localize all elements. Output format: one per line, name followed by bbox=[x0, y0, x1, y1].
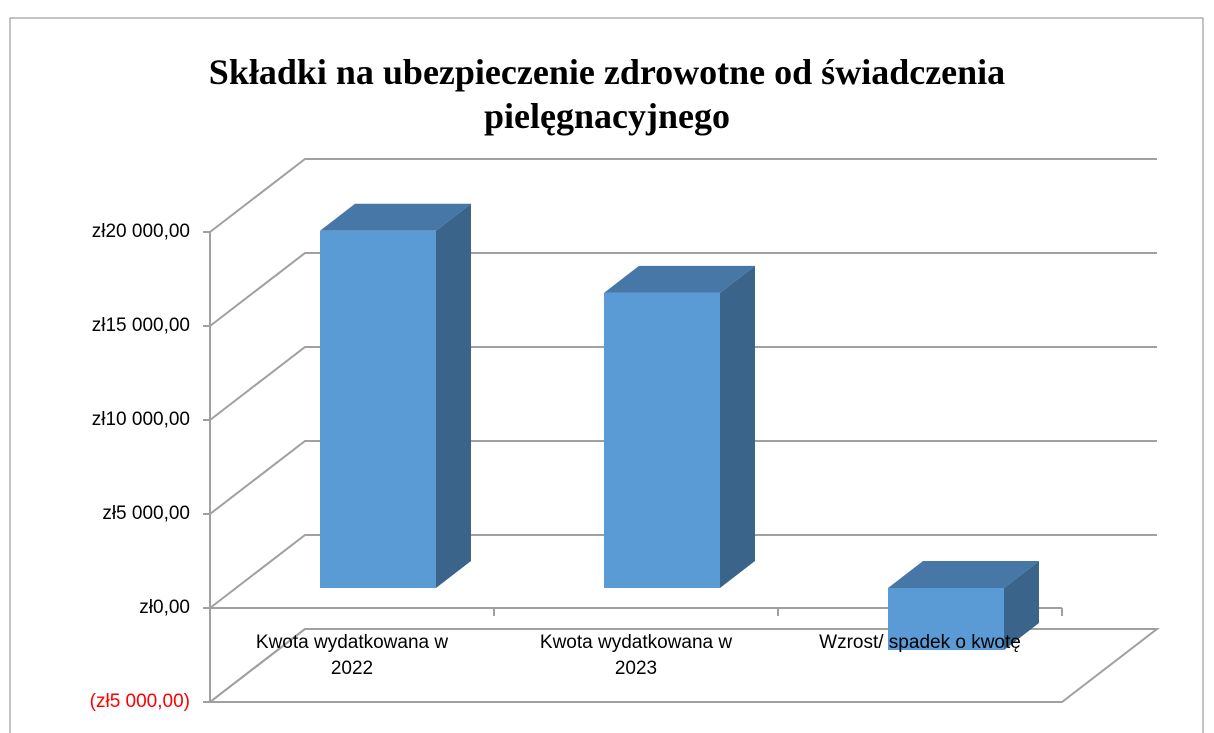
grid-line bbox=[209, 534, 1157, 609]
x-tick-label: Kwota wydatkowana w 2022 bbox=[255, 632, 449, 679]
bar bbox=[604, 292, 720, 588]
bar-top bbox=[320, 203, 471, 231]
grid-line bbox=[209, 628, 1157, 703]
y-tick-label: zł10 000,00 bbox=[92, 409, 190, 430]
y-tick-label: zł0,00 bbox=[139, 597, 190, 618]
bar-side bbox=[720, 265, 755, 588]
bar-top bbox=[888, 561, 1039, 588]
y-tick-label: zł20 000,00 bbox=[92, 221, 190, 242]
bar bbox=[888, 588, 1004, 651]
chart-title: Składki na ubezpieczenie zdrowotne od św… bbox=[208, 52, 1006, 136]
x-tick-label: Kwota wydatkowana w 2023 bbox=[539, 632, 733, 679]
y-tick-label: zł15 000,00 bbox=[92, 315, 190, 336]
chart-border bbox=[9, 17, 1204, 733]
grid-line bbox=[209, 252, 1157, 327]
grid-line bbox=[209, 346, 1157, 421]
grid-line bbox=[209, 158, 1157, 233]
bar-side bbox=[1004, 561, 1039, 651]
bar-top bbox=[604, 265, 755, 293]
bar-side bbox=[436, 203, 471, 589]
grid-line bbox=[209, 440, 1157, 515]
y-tick-label: zł5 000,00 bbox=[102, 503, 190, 524]
y-tick-label: (zł5 000,00) bbox=[90, 691, 190, 712]
x-tick-label: Wzrost/ spadek o kwotę bbox=[819, 632, 1021, 653]
bar bbox=[320, 230, 436, 589]
